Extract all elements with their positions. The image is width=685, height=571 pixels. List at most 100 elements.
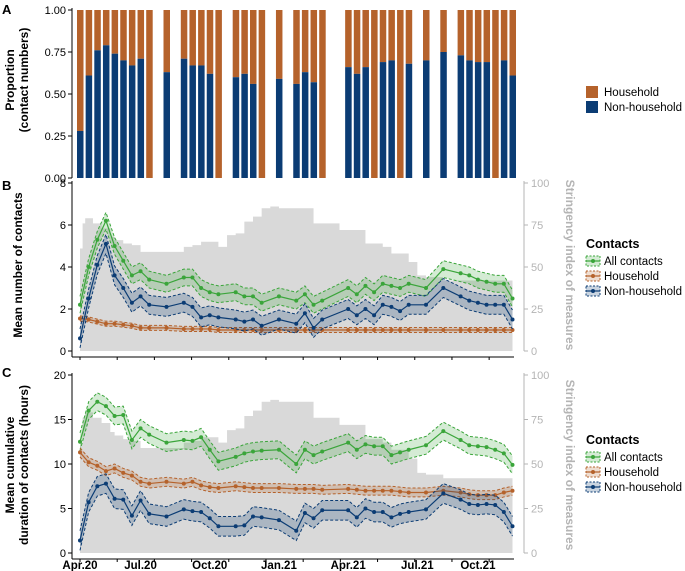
panel-b-point-all_contacts	[181, 275, 186, 280]
panel-b-point-non_household	[164, 304, 169, 309]
panel-b-point-non_household	[467, 298, 472, 303]
panel-b-point-all_contacts	[510, 296, 515, 301]
panel-b-y2tick-label: 50	[531, 262, 543, 274]
panel-c-xtick-label: Oct.20	[192, 560, 227, 571]
panel-c-point-all_contacts	[164, 440, 169, 445]
panel-c-point-all_contacts	[424, 443, 428, 448]
panel-c-legend-dot-household	[591, 470, 595, 474]
panel-c-point-all_contacts	[372, 444, 377, 449]
panel-c-point-all_contacts	[147, 432, 152, 437]
panel-c-point-non_household	[138, 498, 143, 503]
panel-c-point-non_household	[181, 507, 186, 512]
panel-c-point-household	[294, 486, 299, 491]
panel-c-y2tick-label: 0	[531, 548, 537, 560]
panel-c-point-all_contacts	[406, 447, 411, 452]
bar-household-week-7	[137, 10, 145, 59]
panel-c-point-household	[251, 486, 255, 491]
panel-b-point-all_contacts	[294, 298, 299, 303]
panel-c-point-non_household	[129, 513, 134, 518]
panel-b-point-household	[302, 328, 307, 332]
bar-non-household-week-40	[423, 60, 430, 178]
panel-b-point-all_contacts	[458, 271, 463, 276]
panel-b-point-all_contacts	[441, 267, 446, 272]
panel-b-point-non_household	[501, 302, 506, 307]
panel-c-point-non_household	[147, 511, 152, 516]
panel-b-point-all_contacts	[493, 281, 498, 286]
panel-c-point-non_household	[276, 518, 281, 523]
legend-c-non-household-label: Non-household	[604, 482, 682, 494]
panel-b-point-non_household	[424, 302, 428, 307]
legend-c-household-label: Household	[604, 467, 659, 479]
panel-b-ci-lower-non_household	[79, 251, 513, 348]
panel-c-point-household	[372, 488, 377, 493]
bar-household-week-5	[120, 10, 127, 61]
panel-b-point-all_contacts	[112, 244, 117, 248]
panel-b-point-household	[372, 328, 377, 332]
panel-c-point-all_contacts	[251, 449, 255, 454]
panel-b-point-household	[320, 328, 325, 332]
bar-household-week-28	[319, 10, 326, 178]
panel-c-point-non_household	[510, 524, 515, 529]
panel-c-point-household	[398, 489, 403, 494]
panel-c-point-household	[302, 486, 307, 491]
panel-c-ytick-label: 0	[60, 548, 66, 560]
panel-b-point-all_contacts	[276, 294, 281, 299]
panel-b-point-all_contacts	[129, 273, 134, 278]
bar-household-week-50	[509, 10, 516, 76]
bar-household-week-27	[310, 10, 318, 83]
bar-household-week-33	[362, 10, 369, 68]
panel-b-point-all_contacts	[354, 292, 359, 297]
panel-c-point-all_contacts	[380, 444, 385, 449]
bar-household-week-21	[258, 10, 266, 178]
panel-c-point-non_household	[216, 524, 221, 529]
bar-non-household-week-4	[111, 53, 119, 178]
bar-non-household-week-38	[405, 63, 413, 179]
bar-non-household-week-1	[85, 75, 93, 178]
panel-c-point-all_contacts	[354, 447, 359, 452]
panel-b-point-non_household	[233, 317, 238, 322]
panel-b-point-non_household	[302, 311, 307, 316]
panel-label-b: B	[2, 178, 11, 193]
panel-b-point-non_household	[311, 325, 316, 330]
panel-c-point-household	[103, 469, 108, 474]
panel-b-y2label: Stringency index of measures	[563, 180, 577, 351]
panel-b-point-non_household	[129, 300, 134, 305]
panel-c-point-non_household	[103, 481, 108, 486]
bar-household-week-4	[111, 10, 119, 54]
panel-b-ytick-label: 0	[60, 346, 66, 358]
panel-b-point-all_contacts	[78, 302, 82, 307]
panel-c-point-household	[380, 488, 385, 493]
panel-c-xtick-label: Oct.21	[460, 560, 496, 571]
panel-a-ytick-label: 0.25	[45, 131, 66, 143]
bar-household-week-35	[379, 10, 387, 63]
panel-c-point-household	[501, 490, 506, 495]
panel-c-point-non_household	[233, 524, 238, 529]
panel-c-point-all_contacts	[311, 453, 316, 458]
panel-c-point-non_household	[259, 515, 264, 520]
panel-b-point-household	[441, 328, 446, 332]
panel-b-point-household	[95, 319, 100, 324]
panel-b-point-household	[294, 328, 299, 332]
panel-c-point-all_contacts	[103, 404, 108, 409]
panel-c-point-household	[181, 481, 186, 486]
panel-c-point-household	[354, 487, 359, 492]
bar-household-week-44	[457, 10, 465, 56]
panel-b-point-all_contacts	[501, 281, 506, 286]
bar-household-week-36	[388, 10, 395, 61]
panel-b-ci-band-all_contacts	[80, 212, 513, 314]
panel-b-point-non_household	[207, 313, 212, 318]
panel-c-point-all_contacts	[294, 462, 299, 466]
panel-b-y2tick-label: 100	[531, 178, 549, 190]
panel-c-xtick-label: Apr.20	[62, 560, 97, 571]
panel-b-point-all_contacts	[372, 290, 377, 295]
legend-household-label: Household	[604, 87, 659, 99]
legend-c-title: Contacts	[586, 433, 640, 447]
panel-b-point-non_household	[276, 317, 281, 322]
panel-c-point-non_household	[207, 516, 212, 521]
panel-c-ci-band-non_household	[80, 473, 513, 551]
panel-a-ylabel-line2: (contact numbers)	[17, 28, 31, 133]
bar-household-week-8	[146, 10, 153, 178]
panel-c-point-household	[242, 485, 247, 490]
panel-b-point-all_contacts	[389, 283, 394, 288]
panel-b-point-non_household	[181, 300, 186, 305]
